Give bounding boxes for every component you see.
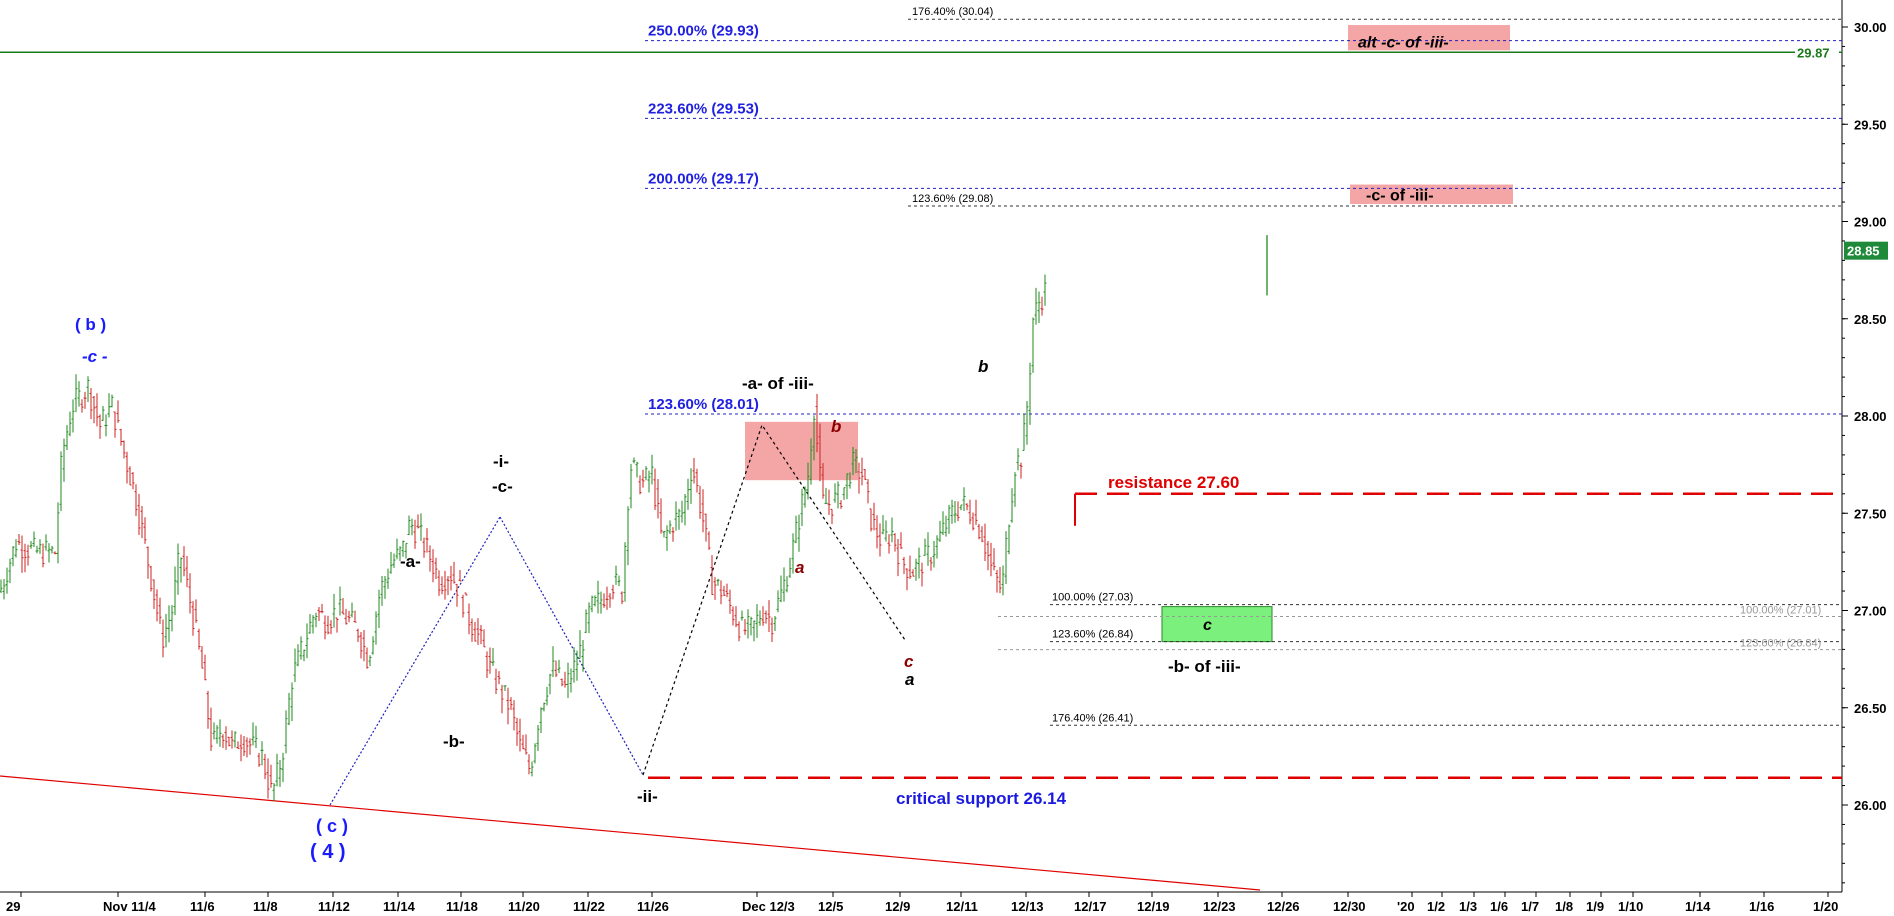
target-box-label: -c- of -iii-	[1366, 187, 1434, 204]
y-tick-label: 26.00	[1854, 798, 1887, 813]
fib-minor-label: 100.00% (27.03)	[1052, 592, 1133, 604]
x-tick-label: 1/10	[1618, 899, 1643, 914]
target-box	[1350, 184, 1513, 204]
price-level-label: 29.87	[1797, 45, 1830, 60]
fib-minor-label: 123.60% (26.84)	[1052, 629, 1133, 641]
target-box	[1161, 606, 1273, 643]
y-tick-label: 26.50	[1854, 701, 1887, 716]
wave-label: a	[795, 558, 804, 577]
target-box	[745, 421, 858, 481]
x-tick-label: 11/22	[573, 899, 605, 914]
x-tick-label: 1/16	[1749, 899, 1774, 914]
x-tick-label: Dec 12/3	[742, 899, 795, 914]
wave-label: -ii-	[637, 787, 658, 806]
fib-major-label: 200.00% (29.17)	[648, 170, 759, 187]
wave-label: ( c )	[316, 816, 348, 836]
support-label: critical support 26.14	[896, 789, 1067, 808]
wave-label: ( 4 )	[310, 841, 346, 863]
wave-label: -a- of -iii-	[742, 374, 814, 393]
target-box-label: c	[1203, 617, 1212, 634]
x-tick-label: 11/6	[190, 899, 215, 914]
y-tick-label: 27.50	[1854, 506, 1887, 521]
wave-label: -b- of -iii-	[1168, 657, 1241, 676]
x-tick-label: 12/23	[1203, 899, 1236, 914]
x-tick-label: 1/8	[1555, 899, 1573, 914]
x-tick-label: 1/14	[1685, 899, 1711, 914]
y-tick-label: 28.50	[1854, 312, 1887, 327]
x-tick-label: 11/14	[383, 899, 416, 914]
x-tick-label: 1/9	[1586, 899, 1604, 914]
wave-label: c	[904, 652, 914, 671]
x-tick-label: 11/12	[318, 899, 350, 914]
wave-label: a	[905, 670, 914, 689]
wave-label: -c-	[492, 477, 513, 496]
fib-minor-label: 176.40% (30.04)	[912, 6, 993, 18]
fib-major-label: 223.60% (29.53)	[648, 100, 759, 117]
wave-connector-blue	[499, 516, 644, 776]
x-tick-label: 11/20	[508, 899, 540, 914]
x-tick-label: 1/3	[1459, 899, 1477, 914]
x-tick-label: '20	[1397, 899, 1415, 914]
target-box-label: alt -c- of -iii-	[1358, 35, 1449, 52]
x-tick-label: 12/17	[1074, 899, 1107, 914]
y-tick-label: 30.00	[1854, 20, 1887, 35]
x-tick-label: 1/20	[1813, 899, 1838, 914]
x-tick-label: 12/26	[1267, 899, 1300, 914]
fib-major-label: 250.00% (29.93)	[648, 23, 759, 40]
y-tick-label: 27.00	[1854, 604, 1887, 619]
resistance-label: resistance 27.60	[1108, 473, 1239, 492]
wave-label: b	[831, 417, 841, 436]
wave-label: -i-	[493, 452, 509, 471]
wave-label: ( b )	[75, 315, 106, 334]
x-tick-label: 29	[6, 899, 20, 914]
target-box	[1348, 25, 1510, 51]
x-tick-label: 1/2	[1427, 899, 1445, 914]
y-tick-label: 29.50	[1854, 117, 1887, 132]
x-tick-label: 12/9	[885, 899, 910, 914]
y-tick-label: 28.00	[1854, 409, 1887, 424]
x-tick-label: 12/11	[946, 899, 978, 914]
price-level-label-bg	[1795, 43, 1839, 61]
trendline	[0, 775, 1261, 891]
fib-minor-right-label: 100.00% (27.01)	[1740, 605, 1821, 617]
wave-label: -a-	[400, 552, 421, 571]
last-price-label: 28.85	[1847, 244, 1880, 259]
x-tick-label: 11/8	[253, 899, 278, 914]
fib-minor-right-label: 123.60% (26.84)	[1740, 638, 1821, 650]
fib-minor-label: 176.40% (26.41)	[1052, 712, 1133, 724]
wave-label: -c -	[82, 347, 108, 366]
fib-minor-label: 123.60% (29.08)	[912, 193, 993, 205]
fib-major-label: 123.60% (28.01)	[648, 396, 759, 413]
x-tick-label: 12/30	[1333, 899, 1366, 914]
wave-label: b	[978, 357, 988, 376]
x-tick-label: Nov 11/4	[103, 899, 157, 914]
wave-label: -b-	[443, 732, 465, 751]
x-tick-label: 12/19	[1137, 899, 1170, 914]
x-tick-label: 11/26	[637, 899, 669, 914]
last-price-badge	[1844, 241, 1888, 260]
x-tick-label: 11/18	[446, 899, 478, 914]
y-tick-label: 29.00	[1854, 215, 1887, 230]
wave-connector-black	[642, 423, 906, 776]
x-tick-label: 1/6	[1490, 899, 1508, 914]
x-tick-label: 1/7	[1521, 899, 1539, 914]
x-tick-label: 12/13	[1011, 899, 1044, 914]
x-tick-label: 12/5	[818, 899, 843, 914]
